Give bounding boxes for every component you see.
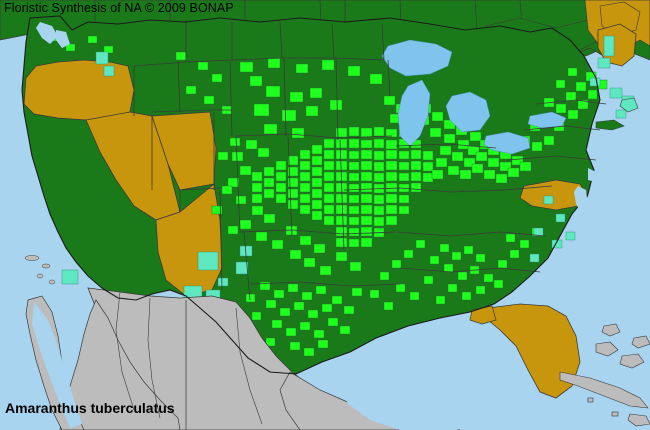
- lake-superior: [381, 39, 453, 77]
- state-florida: [487, 303, 581, 399]
- long-island: [595, 119, 625, 131]
- rare-counties-group: [61, 35, 635, 305]
- state-borders: [133, 20, 607, 301]
- usa-coastline: [21, 15, 601, 375]
- great-lakes: [381, 39, 567, 155]
- atlantic-bays: [574, 168, 596, 214]
- map-title: Floristic Synthesis of NA © 2009 BONAP: [4, 1, 234, 15]
- lake-huron: [445, 91, 491, 133]
- hispaniola: [627, 413, 650, 427]
- caribbean-islands: [559, 323, 650, 427]
- puget-sound: [36, 22, 70, 48]
- bahamas-4: [631, 335, 650, 349]
- present-counties-group: [51, 33, 608, 357]
- bahamas-1: [595, 341, 619, 357]
- state-florida-panhandle: [469, 305, 497, 325]
- bahamas-2: [619, 353, 645, 369]
- bahamas-3: [601, 323, 621, 337]
- lake-michigan: [397, 79, 431, 147]
- gulf-of-california: [32, 302, 82, 428]
- cape-cod: [619, 97, 639, 113]
- state-oregon: [23, 59, 135, 121]
- species-name-label: Amaranthus tuberculatus: [5, 400, 175, 416]
- cuba: [559, 371, 649, 409]
- gulf-of-mexico: [338, 334, 508, 430]
- lake-erie: [483, 131, 531, 155]
- channel-islands: [24, 255, 56, 285]
